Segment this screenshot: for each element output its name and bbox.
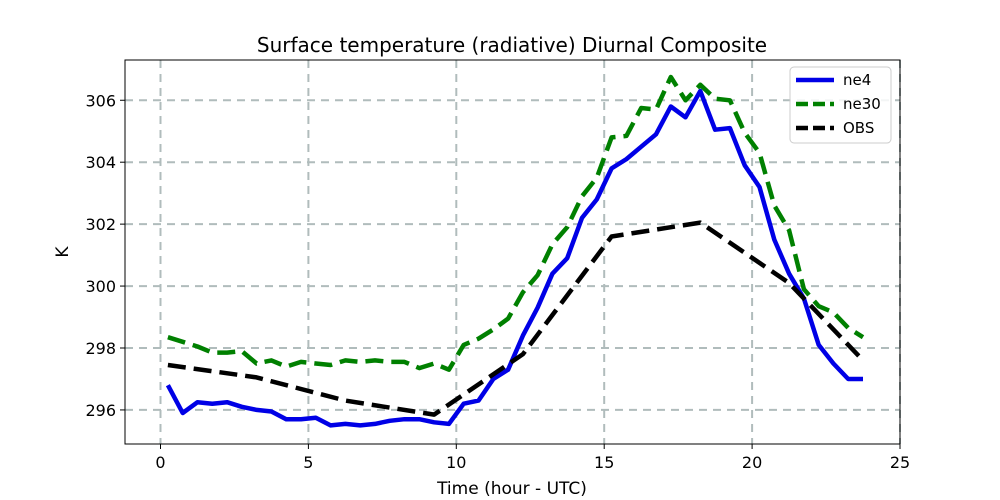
y-tick-label: 304 <box>85 153 116 172</box>
y-tick-label: 298 <box>85 339 116 358</box>
x-tick-label: 0 <box>155 453 165 472</box>
series-line-ne4 <box>165 88 863 428</box>
y-tick-label: 306 <box>85 91 116 110</box>
y-tick-label: 302 <box>85 215 116 234</box>
x-tick-label: 15 <box>594 453 614 472</box>
x-tick-label: 5 <box>303 453 313 472</box>
legend-label-obs: OBS <box>843 119 874 137</box>
x-axis-label: Time (hour - UTC) <box>436 479 587 499</box>
chart-title: Surface temperature (radiative) Diurnal … <box>257 33 767 57</box>
x-tick-label: 20 <box>742 453 762 472</box>
series-line-ne30 <box>167 74 865 372</box>
legend: ne4 ne30 OBS <box>789 66 892 144</box>
legend-label-ne30: ne30 <box>843 95 881 113</box>
plot-frame <box>124 59 901 445</box>
x-tick-label: 25 <box>890 453 910 472</box>
plot-series <box>165 74 865 428</box>
series-line-obs <box>167 220 865 417</box>
y-tick-label: 296 <box>85 401 116 420</box>
y-tick-label: 300 <box>85 277 116 296</box>
legend-box <box>789 66 892 144</box>
legend-label-ne4: ne4 <box>843 71 871 89</box>
x-axis-ticks: 0 5 10 15 20 25 <box>155 444 910 472</box>
x-tick-label: 10 <box>446 453 466 472</box>
y-axis-label: K <box>53 246 73 258</box>
y-axis-ticks: 296 298 300 302 304 306 <box>85 91 125 420</box>
